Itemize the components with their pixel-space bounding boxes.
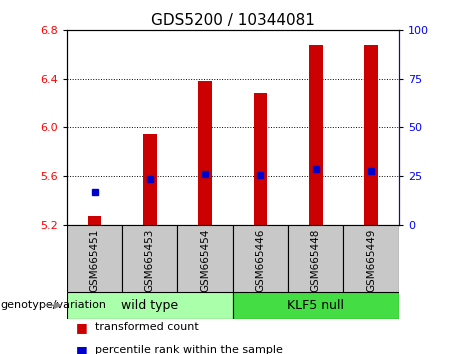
Text: genotype/variation: genotype/variation [0,300,106,310]
Text: GSM665448: GSM665448 [311,228,321,292]
Bar [143,133,157,225]
Text: GSM665451: GSM665451 [89,228,100,292]
Title: GDS5200 / 10344081: GDS5200 / 10344081 [151,12,315,28]
Text: ■: ■ [76,321,88,334]
Bar [309,45,323,225]
Text: percentile rank within the sample: percentile rank within the sample [95,346,283,354]
Bar [67,225,122,292]
Bar [198,81,212,225]
Bar [177,225,233,292]
Bar [288,225,343,292]
Bar [67,292,233,319]
Text: GSM665446: GSM665446 [255,228,266,292]
Text: wild type: wild type [121,299,178,312]
Text: ■: ■ [76,344,88,354]
Bar [233,292,399,319]
Bar [343,225,399,292]
Bar [122,225,177,292]
Bar [233,225,288,292]
Text: GSM665449: GSM665449 [366,228,376,292]
Text: transformed count: transformed count [95,322,198,332]
Bar [254,93,267,225]
Text: GSM665454: GSM665454 [200,228,210,292]
Bar [88,216,101,225]
Text: KLF5 null: KLF5 null [287,299,344,312]
Text: GSM665453: GSM665453 [145,228,155,292]
Bar [364,45,378,225]
